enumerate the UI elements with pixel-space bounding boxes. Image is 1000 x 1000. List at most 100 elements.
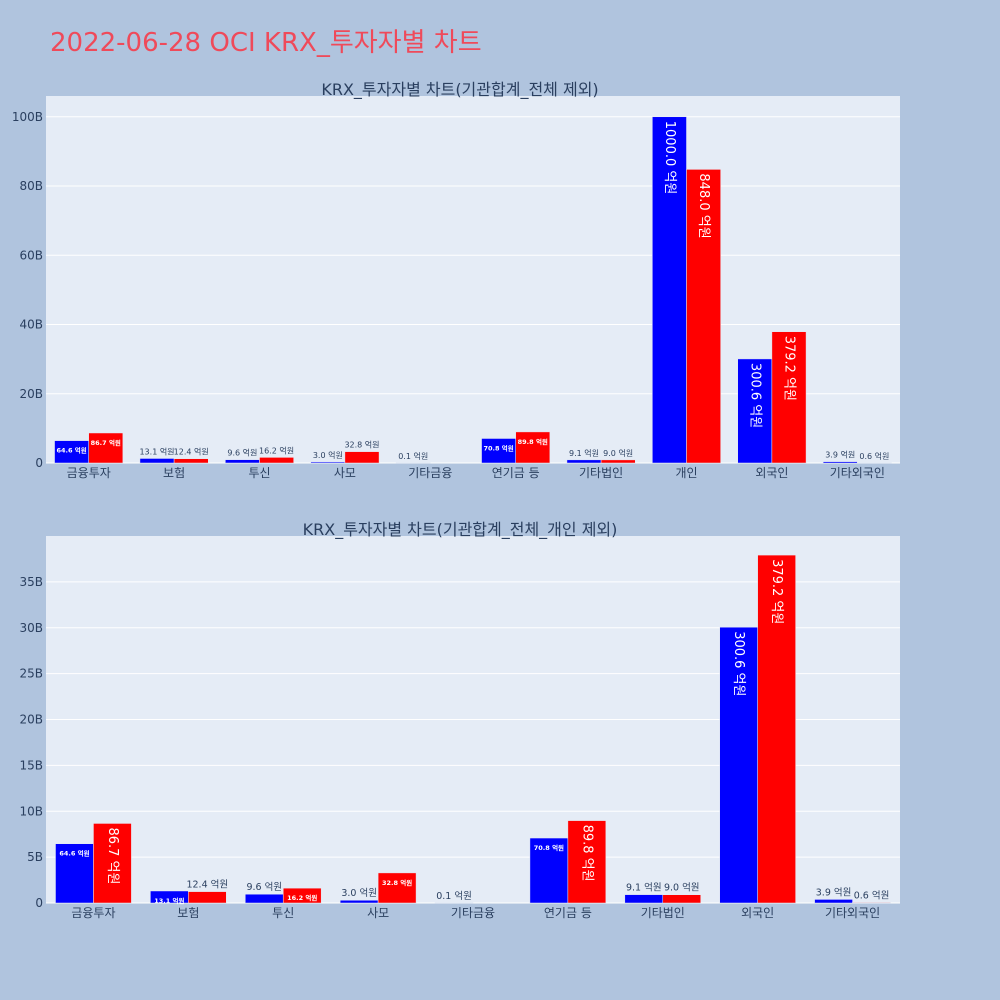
data-label: 16.2 억원 — [259, 445, 294, 455]
bar — [434, 902, 474, 904]
data-label: 300.6 억원 — [731, 631, 746, 696]
x-tick-label: 개인 — [675, 466, 697, 480]
y-tick-label: 0 — [35, 896, 43, 910]
y-tick-label: 60B — [19, 248, 43, 262]
y-tick-label: 0 — [35, 456, 43, 470]
data-label: 12.4 억원 — [186, 879, 228, 891]
y-tick-label: 25B — [19, 667, 43, 681]
chart-title: KRX_투자자별 차트(기관합계_전체 제외) — [321, 80, 598, 100]
bar — [55, 843, 94, 904]
y-tick-label: 100B — [12, 110, 43, 124]
bar — [567, 820, 607, 904]
data-label: 1000.0 억원 — [662, 121, 677, 195]
y-tick-label: 40B — [19, 318, 43, 332]
bar — [515, 431, 551, 464]
bar — [624, 894, 664, 904]
x-tick-label: 연기금 등 — [492, 466, 540, 480]
x-tick-label: 기타금융 — [408, 466, 452, 480]
x-tick-label: 외국인 — [755, 466, 788, 480]
bar — [686, 169, 721, 464]
bar — [339, 899, 379, 904]
y-tick-label: 5B — [27, 850, 43, 864]
data-label: 379.2 억원 — [781, 336, 796, 401]
bar — [857, 462, 892, 464]
data-label: 0.6 억원 — [854, 889, 890, 901]
data-label: 3.9 억원 — [825, 450, 855, 460]
y-tick-label: 30B — [19, 621, 43, 635]
bar — [139, 458, 175, 464]
data-label: 89.8 억원 — [579, 825, 594, 882]
bar — [566, 459, 602, 464]
data-label: 13.1 억원 — [154, 896, 184, 905]
bar — [662, 894, 701, 904]
bar — [93, 823, 132, 904]
bar — [310, 461, 346, 464]
x-tick-label: 투신 — [248, 466, 270, 480]
data-label: 64.6 억원 — [56, 446, 86, 455]
data-label: 9.1 억원 — [626, 882, 662, 894]
x-tick-label: 사모 — [367, 906, 389, 920]
y-tick-label: 80B — [19, 179, 43, 193]
x-tick-label: 사모 — [334, 466, 356, 480]
bar — [282, 887, 322, 904]
x-tick-label: 보험 — [177, 906, 199, 920]
data-label: 3.0 억원 — [313, 450, 343, 460]
data-label: 0.1 억원 — [436, 890, 472, 902]
x-tick-label: 투신 — [272, 906, 294, 920]
x-tick-label: 금융투자 — [67, 466, 111, 480]
bar — [600, 459, 636, 464]
bar — [88, 432, 124, 464]
chart-all-investors: 0 20B 40B 60B 80B 100B KRX_투자자별 차트(기관합계_전체 제외)… — [12, 80, 900, 480]
bar — [737, 358, 773, 464]
data-label: 13.1 억원 — [139, 446, 174, 456]
data-label: 89.8 억원 — [518, 437, 548, 446]
x-tick-label: 연기금 등 — [544, 906, 592, 920]
x-tick-label: 기타금융 — [451, 906, 495, 920]
bar — [757, 554, 796, 904]
bar — [529, 837, 569, 904]
y-tick-label: 10B — [19, 804, 43, 818]
y-tick-label: 35B — [19, 575, 43, 589]
data-label: 0.6 억원 — [859, 451, 889, 461]
data-label: 12.4 억원 — [174, 447, 209, 457]
x-tick-label: 보험 — [163, 466, 185, 480]
y-tick-label: 20B — [19, 713, 43, 727]
data-label: 0.1 억원 — [398, 451, 428, 461]
data-label: 3.0 억원 — [341, 887, 377, 899]
x-tick-label: 금융투자 — [71, 906, 115, 920]
bar — [188, 891, 227, 904]
data-label: 9.6 억원 — [227, 448, 257, 458]
data-label: 379.2 억원 — [769, 559, 784, 624]
y-tick-label: 15B — [19, 758, 43, 772]
data-label: 300.6 억원 — [747, 363, 762, 428]
data-label: 86.7 억원 — [91, 438, 121, 447]
bar — [395, 462, 431, 464]
data-label: 9.6 억원 — [246, 881, 282, 893]
bar — [481, 438, 516, 464]
bar — [771, 331, 807, 464]
data-label: 70.8 억원 — [483, 443, 513, 452]
bar — [225, 459, 260, 464]
data-label: 86.7 억원 — [105, 827, 120, 884]
x-tick-label: 기타외국인 — [825, 906, 880, 920]
bar — [259, 457, 294, 464]
bar — [344, 451, 380, 464]
data-label: 9.0 억원 — [664, 882, 700, 894]
data-label: 70.8 억원 — [534, 843, 564, 852]
data-label: 16.2 억원 — [287, 893, 317, 902]
x-tick-label: 외국인 — [741, 906, 774, 920]
page-title: 2022-06-28 OCI KRX_투자자별 차트 — [50, 28, 482, 58]
x-tick-label: 기타법인 — [641, 906, 685, 920]
bar — [377, 872, 417, 904]
chart-title: KRX_투자자별 차트(기관합계_전체_개인 제외) — [303, 520, 618, 540]
data-label: 9.0 억원 — [603, 448, 633, 458]
bar — [814, 899, 853, 904]
data-label: 32.8 억원 — [344, 440, 379, 450]
data-label: 64.6 억원 — [59, 849, 89, 858]
data-label: 3.9 억원 — [816, 886, 852, 898]
y-tick-label: 20B — [19, 387, 43, 401]
x-tick-label: 기타법인 — [579, 466, 623, 480]
bar — [245, 893, 284, 904]
bar — [822, 461, 858, 464]
